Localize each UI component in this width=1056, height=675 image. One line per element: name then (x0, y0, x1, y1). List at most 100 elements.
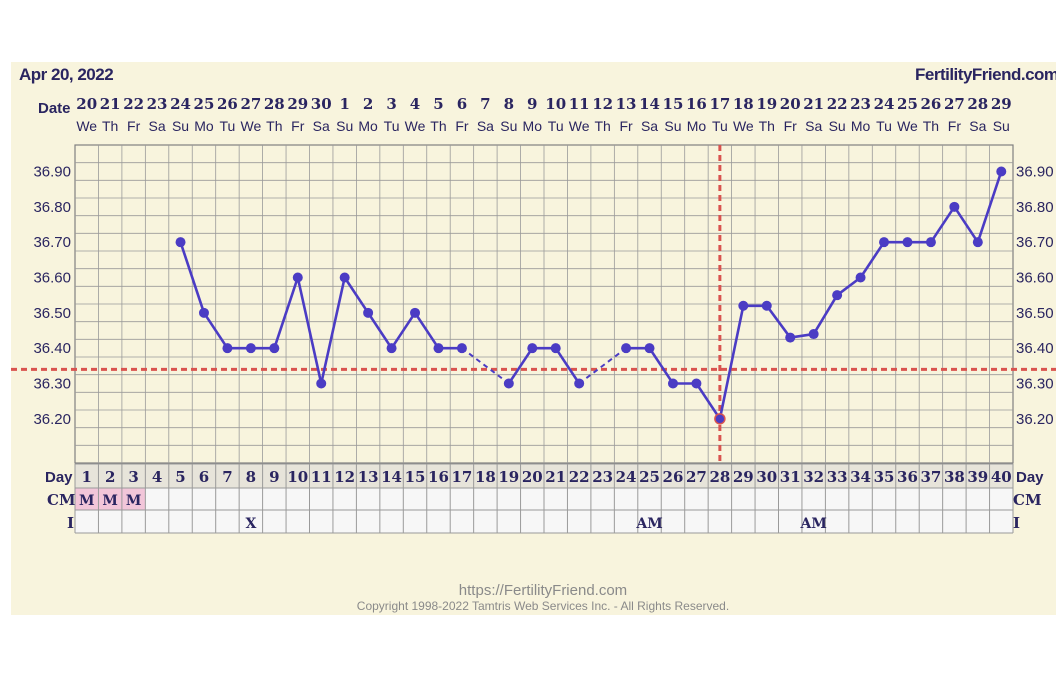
day-row-label-left: Day (45, 469, 73, 486)
temp-point (832, 290, 843, 301)
day-number: 6 (199, 468, 209, 486)
date-label: 14 (639, 95, 660, 113)
date-label: 22 (827, 95, 848, 113)
date-label: 18 (733, 95, 754, 113)
date-label: 1 (339, 95, 349, 113)
cm-value: M (79, 493, 95, 509)
day-number: 37 (920, 468, 941, 486)
weekday-label: Th (759, 118, 775, 134)
weekday-label: We (405, 118, 426, 134)
day-number: 14 (381, 468, 402, 486)
day-number: 33 (827, 468, 848, 486)
cm-cell-highlight (98, 488, 122, 510)
temp-point (456, 343, 467, 354)
day-number: 19 (498, 468, 519, 486)
series-segment (554, 347, 581, 385)
temp-point (222, 343, 233, 354)
temp-point (808, 329, 819, 340)
weekday-label: Su (993, 118, 1010, 134)
date-label: 13 (616, 95, 637, 113)
temp-point (925, 237, 936, 248)
temp-point (550, 343, 561, 354)
weekday-label: Su (829, 118, 846, 134)
series-segment (718, 305, 745, 420)
weekday-label: We (733, 118, 754, 134)
i-row-label-right: I (1013, 514, 1020, 532)
day-number: 32 (803, 468, 824, 486)
date-label: 25 (897, 95, 918, 113)
day-number: 30 (756, 468, 777, 486)
weekday-label: Sa (149, 118, 166, 134)
series-segment (859, 241, 886, 279)
day-number: 23 (592, 468, 613, 486)
day-number: 25 (639, 468, 660, 486)
day-number: 26 (663, 468, 684, 486)
temp-point (574, 378, 585, 389)
date-label: 27 (944, 95, 965, 113)
date-label: 15 (663, 95, 684, 113)
weekday-label: Su (336, 118, 353, 134)
date-label: 20 (76, 95, 97, 113)
date-label: 6 (457, 95, 467, 113)
day-number: 18 (475, 468, 496, 486)
weekday-label: Su (664, 118, 681, 134)
footer-url[interactable]: https://FertilityFriend.com (459, 582, 627, 599)
series-segment (343, 276, 370, 314)
y-tick-right: 36.80 (1016, 199, 1054, 216)
weekday-label: Th (266, 118, 282, 134)
weekday-label: Th (102, 118, 118, 134)
series-segment (202, 312, 229, 349)
bbt-chart: Apr 20, 2022 FertilityFriend.com Date 20… (11, 65, 1056, 613)
date-label: 12 (592, 95, 613, 113)
weekday-label: Th (923, 118, 939, 134)
date-label: 29 (287, 95, 308, 113)
day-number: 39 (967, 468, 988, 486)
day-number: 40 (991, 468, 1012, 486)
weekday-label: Fr (291, 118, 305, 134)
day-number: 4 (152, 468, 162, 486)
cm-cell-highlight (75, 488, 99, 510)
cm-value: M (102, 493, 118, 509)
temp-point (527, 343, 538, 354)
intercourse-value: X (245, 516, 256, 532)
date-label: 28 (264, 95, 285, 113)
series-gap-segment (461, 347, 510, 385)
weekday-label: Fr (619, 118, 633, 134)
date-label: 21 (803, 95, 824, 113)
weekday-label: Mo (687, 118, 707, 134)
day-number: 22 (569, 468, 590, 486)
weekday-label: Mo (194, 118, 214, 134)
day-number: 38 (944, 468, 965, 486)
temp-point (503, 378, 514, 389)
temp-point (691, 378, 702, 389)
day-number: 15 (405, 468, 426, 486)
temp-point (949, 201, 960, 212)
temp-point (386, 343, 397, 354)
weekday-label: We (897, 118, 918, 134)
day-number: 11 (311, 468, 332, 486)
date-label: 20 (780, 95, 801, 113)
temp-point (316, 378, 327, 389)
y-tick-left: 36.70 (33, 234, 71, 251)
day-number: 35 (874, 468, 895, 486)
date-label: 8 (504, 95, 514, 113)
temp-point (761, 300, 772, 311)
temp-point (879, 237, 890, 248)
temp-point (972, 237, 983, 248)
series-segment (296, 277, 323, 384)
weekday-label: Tu (548, 118, 564, 134)
y-tick-right: 36.40 (1016, 340, 1054, 357)
site-link[interactable]: https://FertilityFriend.com (459, 582, 627, 599)
day-number: 13 (358, 468, 379, 486)
date-label: 29 (991, 95, 1012, 113)
chart-panel: Apr 20, 2022 FertilityFriend.com Date 20… (11, 62, 1056, 615)
intercourse-value: AM (635, 516, 662, 532)
temp-point (245, 343, 256, 354)
y-tick-left: 36.40 (33, 340, 71, 357)
series-segment (765, 304, 792, 339)
date-label: 23 (147, 95, 168, 113)
plot-grid (74, 144, 1014, 464)
date-label: 19 (756, 95, 777, 113)
series-segment (953, 206, 979, 243)
date-row-label: Date (38, 100, 71, 117)
